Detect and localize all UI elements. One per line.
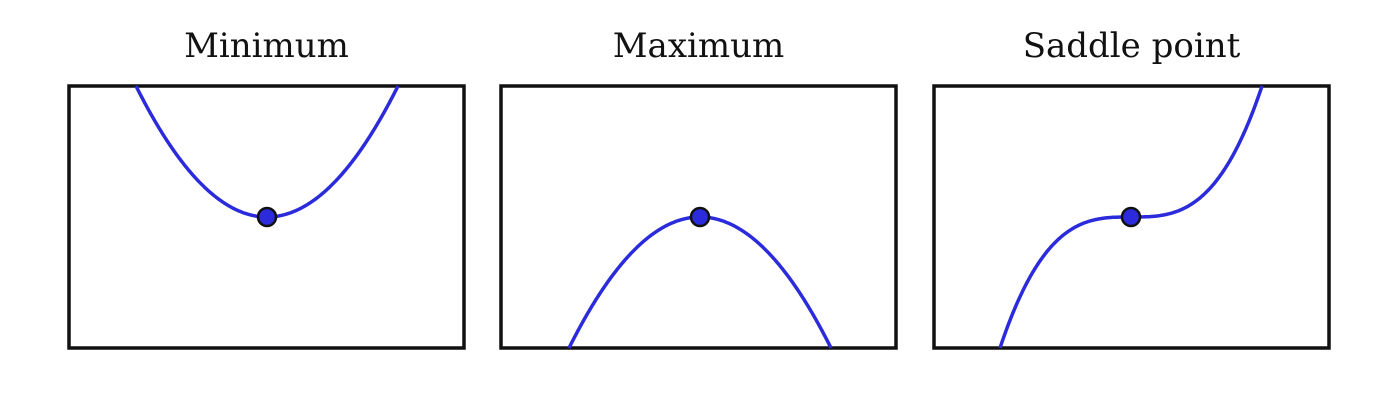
panel-title-minimum: Minimum — [184, 26, 349, 66]
panel-frame — [67, 84, 466, 350]
panel-maximum — [499, 84, 898, 350]
maximum-point — [689, 206, 711, 228]
panel-saddle — [932, 84, 1331, 350]
panel-minimum — [67, 84, 466, 350]
panel-title-saddle: Saddle point — [1022, 26, 1241, 66]
panel-title-maximum: Maximum — [612, 26, 785, 66]
saddle-point — [1120, 206, 1142, 228]
minimum-point — [256, 206, 278, 228]
